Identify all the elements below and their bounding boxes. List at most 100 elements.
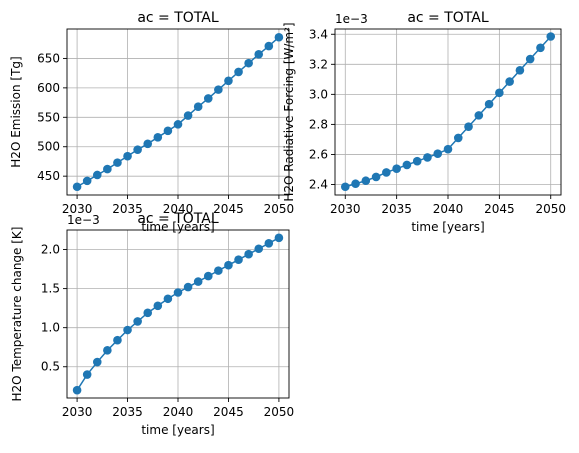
data-point xyxy=(515,66,525,75)
data-point xyxy=(264,238,274,248)
data-point xyxy=(143,139,153,149)
data-point xyxy=(443,144,453,154)
data-point xyxy=(361,176,371,186)
subplot-title: ac = TOTAL xyxy=(137,10,219,26)
data-point xyxy=(484,99,494,109)
data-point xyxy=(536,43,545,53)
data-point xyxy=(113,158,122,167)
data-point xyxy=(340,182,350,192)
y-tick-label: 2.4 xyxy=(309,177,328,191)
y-tick-label: 2.8 xyxy=(309,117,328,131)
x-tick-label: 2050 xyxy=(535,202,566,216)
y-offset-text: 1e−3 xyxy=(335,12,368,26)
data-point xyxy=(163,294,173,304)
data-point xyxy=(143,308,153,318)
x-tick-label: 2045 xyxy=(213,405,244,419)
data-point xyxy=(244,58,253,68)
y-tick-label: 1.0 xyxy=(41,321,60,335)
data-point xyxy=(92,357,102,367)
data-point xyxy=(173,120,183,129)
subplot-title: ac = TOTAL xyxy=(137,211,219,227)
data-point xyxy=(392,164,401,174)
data-point xyxy=(193,102,203,112)
y-tick-label: 500 xyxy=(37,140,60,154)
data-point xyxy=(173,288,183,297)
data-point xyxy=(264,41,274,51)
data-point xyxy=(82,176,92,186)
y-tick-label: 2.6 xyxy=(309,147,328,161)
data-point xyxy=(234,67,243,77)
data-point xyxy=(82,370,92,379)
y-tick-label: 600 xyxy=(37,81,60,95)
x-axis-label: time [years] xyxy=(141,220,214,234)
subplot-3: 2030 2035 2040 2045 2050 0.5 1.0 1.5 2.0 1e−3 ac =… xyxy=(10,211,294,437)
data-point xyxy=(254,50,264,59)
y-axis-label: H2O Temperature change [K] xyxy=(10,227,24,402)
data-point xyxy=(103,164,112,174)
y-tick-label: 0.5 xyxy=(41,360,60,374)
data-point xyxy=(183,111,193,120)
data-point xyxy=(423,153,432,162)
x-tick-label: 2050 xyxy=(264,405,295,419)
x-tick-label: 2035 xyxy=(112,202,143,216)
data-point xyxy=(371,172,381,182)
x-tick-label: 2040 xyxy=(163,202,194,216)
data-point xyxy=(203,271,213,281)
y-tick-label: 3.2 xyxy=(309,57,328,71)
data-point xyxy=(224,76,233,86)
x-tick-label: 2045 xyxy=(484,202,515,216)
data-point xyxy=(402,160,412,170)
data-point xyxy=(234,255,243,264)
x-tick-label: 2050 xyxy=(264,202,295,216)
y-tick-label: 1.5 xyxy=(41,282,60,296)
data-point xyxy=(214,85,223,94)
x-tick-label: 2045 xyxy=(213,202,244,216)
x-tick-label: 2030 xyxy=(330,202,361,216)
data-point xyxy=(103,346,112,355)
data-point xyxy=(433,149,443,158)
y-tick-label: 3.0 xyxy=(309,87,328,101)
y-tick-label: 550 xyxy=(37,110,60,124)
data-point xyxy=(412,156,422,166)
data-point xyxy=(183,282,193,292)
x-tick-label: 2040 xyxy=(163,405,194,419)
data-point xyxy=(123,151,132,161)
data-point xyxy=(254,244,264,254)
data-point xyxy=(525,54,535,64)
x-axis-label: time [years] xyxy=(141,423,214,437)
data-point xyxy=(224,260,233,270)
data-point xyxy=(72,182,82,192)
data-point xyxy=(133,317,142,326)
data-point xyxy=(113,335,122,345)
data-point xyxy=(474,111,484,120)
x-tick-label: 2030 xyxy=(62,405,93,419)
data-point xyxy=(193,277,203,286)
x-tick-label: 2030 xyxy=(62,202,93,216)
x-axis-label: time [years] xyxy=(411,220,484,234)
y-axis-label: H2O Emission [Tg] xyxy=(9,56,23,167)
data-point xyxy=(72,385,82,395)
data-point xyxy=(203,94,213,103)
subplot-title: ac = TOTAL xyxy=(407,10,489,26)
subplot-2: 2030 2035 2040 2045 2050 2.4 2.6 2.8 3.0 3.2 3.4 1e… xyxy=(282,10,566,234)
x-tick-label: 2040 xyxy=(433,202,464,216)
data-point xyxy=(244,249,253,259)
subplot-1: 2030 2035 2040 2045 2050 450 500 550 600 650 ac = … xyxy=(9,10,294,234)
data-point xyxy=(133,145,142,154)
data-point xyxy=(464,122,473,131)
y-axis-label: H2O Radiative Forcing [W/m²] xyxy=(282,22,296,201)
data-point xyxy=(351,179,360,189)
data-point xyxy=(505,77,514,86)
data-point xyxy=(546,32,556,41)
y-tick-label: 450 xyxy=(37,169,60,183)
data-point xyxy=(274,233,284,243)
data-point xyxy=(214,266,223,275)
data-point xyxy=(453,133,463,143)
data-point xyxy=(153,133,163,142)
data-point xyxy=(495,88,504,98)
y-offset-text: 1e−3 xyxy=(67,213,100,227)
data-point xyxy=(153,301,163,311)
data-point xyxy=(92,170,102,180)
y-tick-label: 3.4 xyxy=(309,27,328,41)
